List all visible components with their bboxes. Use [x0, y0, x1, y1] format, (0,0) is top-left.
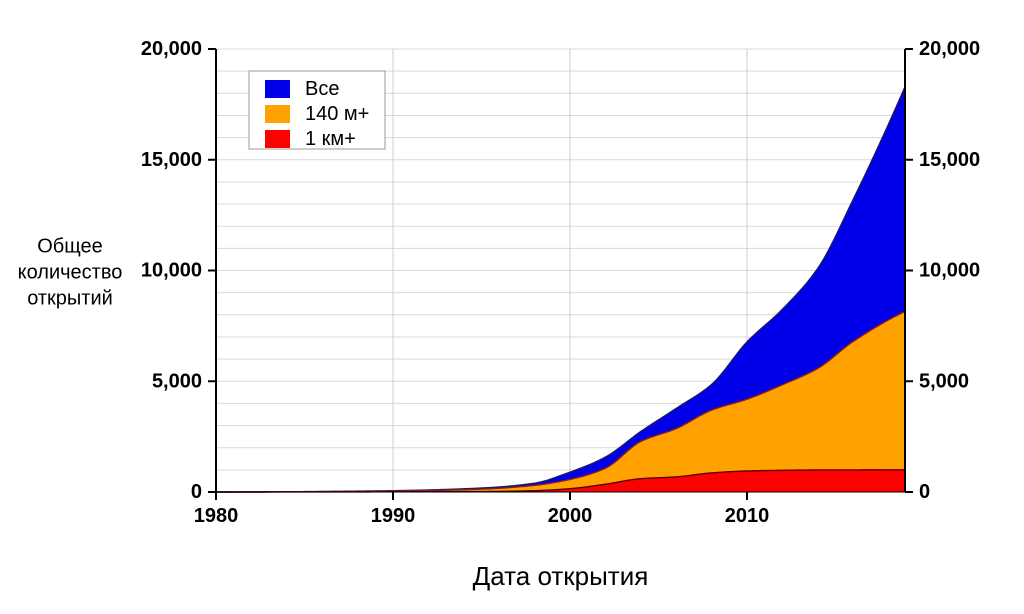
svg-text:10,000: 10,000 — [141, 260, 202, 282]
svg-text:Дата открытия: Дата открытия — [473, 561, 649, 591]
svg-text:10,000: 10,000 — [919, 260, 980, 282]
svg-text:15,000: 15,000 — [141, 149, 202, 171]
svg-text:количество: количество — [18, 262, 123, 284]
svg-text:15,000: 15,000 — [919, 149, 980, 171]
svg-text:2010: 2010 — [725, 505, 770, 527]
svg-text:0: 0 — [191, 481, 202, 503]
svg-text:1 км+: 1 км+ — [305, 128, 356, 150]
svg-text:Все: Все — [305, 78, 339, 100]
svg-text:5,000: 5,000 — [919, 370, 969, 392]
svg-text:Общее: Общее — [37, 236, 103, 258]
svg-text:1990: 1990 — [371, 505, 416, 527]
svg-text:открытий: открытий — [27, 288, 113, 310]
svg-text:2000: 2000 — [548, 505, 593, 527]
svg-text:20,000: 20,000 — [141, 38, 202, 60]
svg-text:1980: 1980 — [194, 505, 239, 527]
svg-text:0: 0 — [919, 481, 930, 503]
svg-text:20,000: 20,000 — [919, 38, 980, 60]
svg-text:140 м+: 140 м+ — [305, 103, 369, 125]
svg-text:5,000: 5,000 — [152, 370, 202, 392]
